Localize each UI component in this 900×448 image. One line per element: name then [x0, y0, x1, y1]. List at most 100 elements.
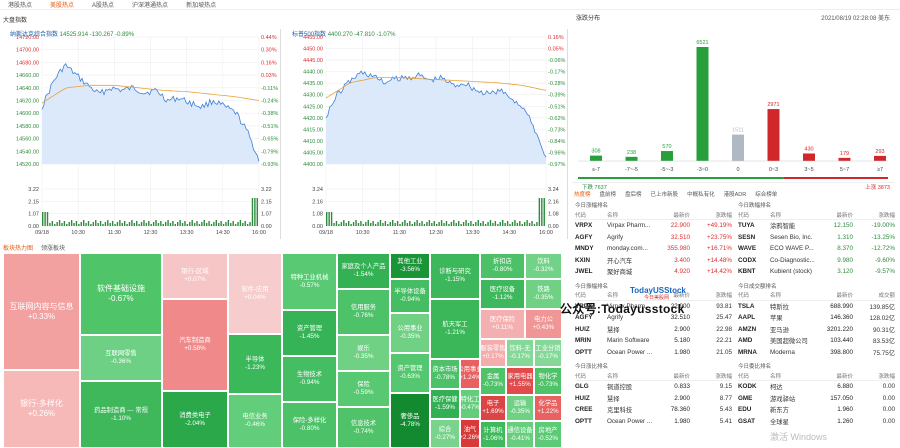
rank-row[interactable]: OPTT Ocean Power ... 1.980 21.05	[575, 347, 732, 359]
tab-connect-hot[interactable]: 沪深港通热点	[132, 3, 169, 9]
heatmap-cell[interactable]: 汽车制造商 +0.58%	[162, 299, 228, 391]
heatmap-cell[interactable]: 保险 -0.59%	[337, 371, 390, 407]
heatmap-cell[interactable]: 医疗设备 -1.12%	[480, 279, 525, 309]
heatmap-cell[interactable]: 特种工业机械 -0.57%	[282, 253, 337, 310]
heatmap-cell[interactable]: 铁路 -0.35%	[525, 279, 562, 309]
heatmap-cell[interactable]: 银行-多样化 +0.26%	[3, 370, 80, 448]
heatmap-cell[interactable]: 综合 -0.27%	[430, 419, 460, 448]
heatmap-cell[interactable]: 家庭及个人产品 -1.54%	[337, 253, 390, 289]
rank-col-header[interactable]: 最新价	[836, 293, 853, 299]
rank-col-header[interactable]: 涨跌幅	[715, 212, 732, 219]
rank-row[interactable]: AMZN 亚马逊 3201.220 90.31亿	[738, 324, 895, 336]
rank-col-header[interactable]: 代码	[738, 212, 750, 219]
heatmap-cell[interactable]: 金属 -0.73%	[480, 367, 506, 395]
tab-a-hot[interactable]: A股热点	[92, 3, 115, 9]
rank-row[interactable]: JWEL 聚好商城 4.920 +14.42%	[575, 266, 732, 278]
rank-row[interactable]: TSLA 特斯拉 688.990 139.85亿	[738, 301, 895, 313]
heatmap-cell[interactable]: 运输 -0.35%	[506, 395, 534, 421]
heatmap-cell[interactable]: 半导体 -1.23%	[228, 334, 282, 394]
heatmap-cell[interactable]: 电信业务 -0.46%	[228, 394, 282, 448]
heatmap-cell[interactable]: 软件基础设施 -0.67%	[80, 253, 162, 335]
rank-col-header[interactable]: 成交额	[878, 293, 895, 299]
heatmap-cell[interactable]: 其他工业 -3.56%	[390, 253, 430, 279]
tab-china-private[interactable]: 中概私有化	[687, 192, 715, 198]
tab-ipo[interactable]: 已上市新股	[650, 192, 679, 198]
rank-row[interactable]: KODK 柯达 6.880 0.00	[738, 381, 895, 393]
tab-hot-rank[interactable]: 热度榜	[574, 192, 591, 198]
rank-row[interactable]: VRPX Virpax Pharm... 22.900 93.81	[575, 301, 732, 313]
tab-leading-sectors[interactable]: 领涨板块	[41, 246, 66, 252]
rank-row[interactable]: GME 游戏驿站 157.050 0.00	[738, 393, 895, 405]
rank-row[interactable]: AGFY Agrify 32.510 +23.75%	[575, 232, 732, 244]
rank-row[interactable]: HUIZ 慧择 2.900 22.98	[575, 324, 732, 336]
rank-col-header[interactable]: 名称	[607, 293, 619, 299]
rank-col-header[interactable]: 最新价	[836, 212, 853, 219]
rank-row[interactable]: MRIN Marin Software 5.180 22.21	[575, 335, 732, 347]
heatmap-cell[interactable]: 通信设备 -0.41%	[506, 421, 534, 448]
rank-row[interactable]: HUIZ 慧择 2.900 8.77	[575, 393, 732, 405]
spx-chart[interactable]: 标普500指数 4400.270 -47.810 -1.07% 4455.00 0…	[286, 29, 568, 239]
heatmap-cell[interactable]: 互联网零售 -0.36%	[80, 335, 162, 381]
heatmap-cell[interactable]: 航天军工 -1.21%	[430, 299, 480, 359]
heatmap-cell[interactable]: 信用服务 -0.76%	[337, 289, 390, 335]
rank-col-header[interactable]: 名称	[770, 373, 782, 380]
heatmap-cell[interactable]: 公用事业 -0.35%	[390, 313, 430, 353]
rank-col-header[interactable]: 代码	[738, 293, 750, 299]
heatmap-cell[interactable]: 医疗保健 -1.59%	[430, 389, 460, 419]
rank-row[interactable]: TUYA 涂鸦智能 12.150 -19.00%	[738, 220, 895, 232]
rank-row[interactable]: MNDY monday.com... 355.980 +16.71%	[575, 243, 732, 255]
tab-hk-adr[interactable]: 港股ADR	[723, 192, 747, 198]
rank-col-header[interactable]: 名称	[770, 293, 782, 299]
rank-col-header[interactable]: 名称	[607, 212, 619, 219]
rank-col-header[interactable]: 代码	[575, 293, 587, 299]
rank-col-header[interactable]: 名称	[607, 373, 619, 380]
tab-premarket[interactable]: 盘前榜	[599, 192, 617, 198]
tab-us-hot[interactable]: 美股热点	[50, 3, 75, 9]
heatmap-cell[interactable]: 互联网内容与信息 +0.33%	[3, 253, 80, 370]
heatmap-cell[interactable]: 资本市场 -0.78%	[430, 359, 460, 389]
rank-row[interactable]: VRPX Virpax Pharm... 22.900 +49.19%	[575, 220, 732, 232]
heatmap-cell[interactable]: 药品制造商 — 常规 -1.10%	[80, 381, 162, 448]
rank-row[interactable]: AAPL 苹果 146.360 128.02亿	[738, 312, 895, 324]
rank-row[interactable]: GLG 铜道控股 0.833 9.15	[575, 381, 732, 393]
heatmap-cell[interactable]: 半导体设备 -0.94%	[390, 279, 430, 313]
heatmap-cell[interactable]: 工业分销 -0.17%	[534, 339, 562, 367]
rank-row[interactable]: AMD 美国超微公司 103.440 83.53亿	[738, 335, 895, 347]
rank-row[interactable]: GSAT 全球星 1.260 0.00	[738, 416, 895, 428]
rank-row[interactable]: SESN Sesen Bio, Inc. 1.310 -13.25%	[738, 232, 895, 244]
rank-col-header[interactable]: 代码	[738, 373, 750, 380]
rank-col-header[interactable]: 代码	[575, 212, 587, 219]
heatmap-cell[interactable]: 银行-区域 +0.07%	[162, 253, 228, 299]
rank-col-header[interactable]: 最新价	[673, 373, 690, 380]
rank-col-header[interactable]: 涨跌幅	[715, 373, 732, 380]
heatmap-cell[interactable]: 信息技术 -0.74%	[337, 407, 390, 448]
rank-col-header[interactable]: 最新价	[673, 212, 690, 219]
heatmap-cell[interactable]: 娱乐 -0.35%	[337, 335, 390, 371]
heatmap-cell[interactable]: 饮料-无 -0.17%	[506, 339, 534, 367]
heatmap-cell[interactable]: 特化工 -0.47%	[460, 389, 480, 419]
rank-row[interactable]: KXIN 开心汽车 3.400 +14.48%	[575, 255, 732, 267]
heatmap-cell[interactable]: 保险-多样化 -0.80%	[282, 402, 337, 448]
rank-col-header[interactable]: 最新价	[673, 293, 690, 299]
heatmap-cell[interactable]: 家用电器 +1.55%	[506, 367, 534, 395]
nasdaq-chart[interactable]: 纳斯达克综合指数 14525.914 -130.267 -0.89% 14720…	[2, 29, 281, 239]
heatmap-cell[interactable]: 电子 +1.69%	[480, 395, 506, 421]
rank-col-header[interactable]: 代码	[575, 373, 587, 380]
tab-composite[interactable]: 综合榜单	[755, 192, 778, 198]
heatmap-cell[interactable]: 折扣店 -0.80%	[480, 253, 525, 279]
rank-col-header[interactable]: 名称	[770, 212, 782, 219]
heatmap-cell[interactable]: 生物技术 -0.94%	[282, 356, 337, 402]
rank-row[interactable]: EDU 新东方 1.960 0.00	[738, 404, 895, 416]
heatmap-cell[interactable]: 房地产 -0.52%	[534, 421, 562, 448]
heatmap-cell[interactable]: 油气 +2.26%	[460, 419, 480, 448]
rank-col-header[interactable]: 涨跌幅	[878, 373, 895, 380]
heatmap-cell[interactable]: 软件-应用 +0.04%	[228, 253, 282, 334]
rank-col-header[interactable]: 涨跌幅	[715, 293, 732, 299]
rank-row[interactable]: CREE 克里科技 78.360 5.43	[575, 404, 732, 416]
rank-row[interactable]: CODX Co-Diagnostic... 9.980 -9.60%	[738, 255, 895, 267]
tab-afterhours[interactable]: 盘后榜	[625, 192, 642, 198]
tab-hk-hot[interactable]: 港股热点	[8, 3, 33, 9]
heatmap-cell[interactable]: 资产管理 -1.45%	[282, 310, 337, 356]
heatmap-cell[interactable]: 饮料 -0.32%	[525, 253, 562, 279]
heatmap-cell[interactable]: 电力公 +0.43%	[525, 309, 562, 339]
